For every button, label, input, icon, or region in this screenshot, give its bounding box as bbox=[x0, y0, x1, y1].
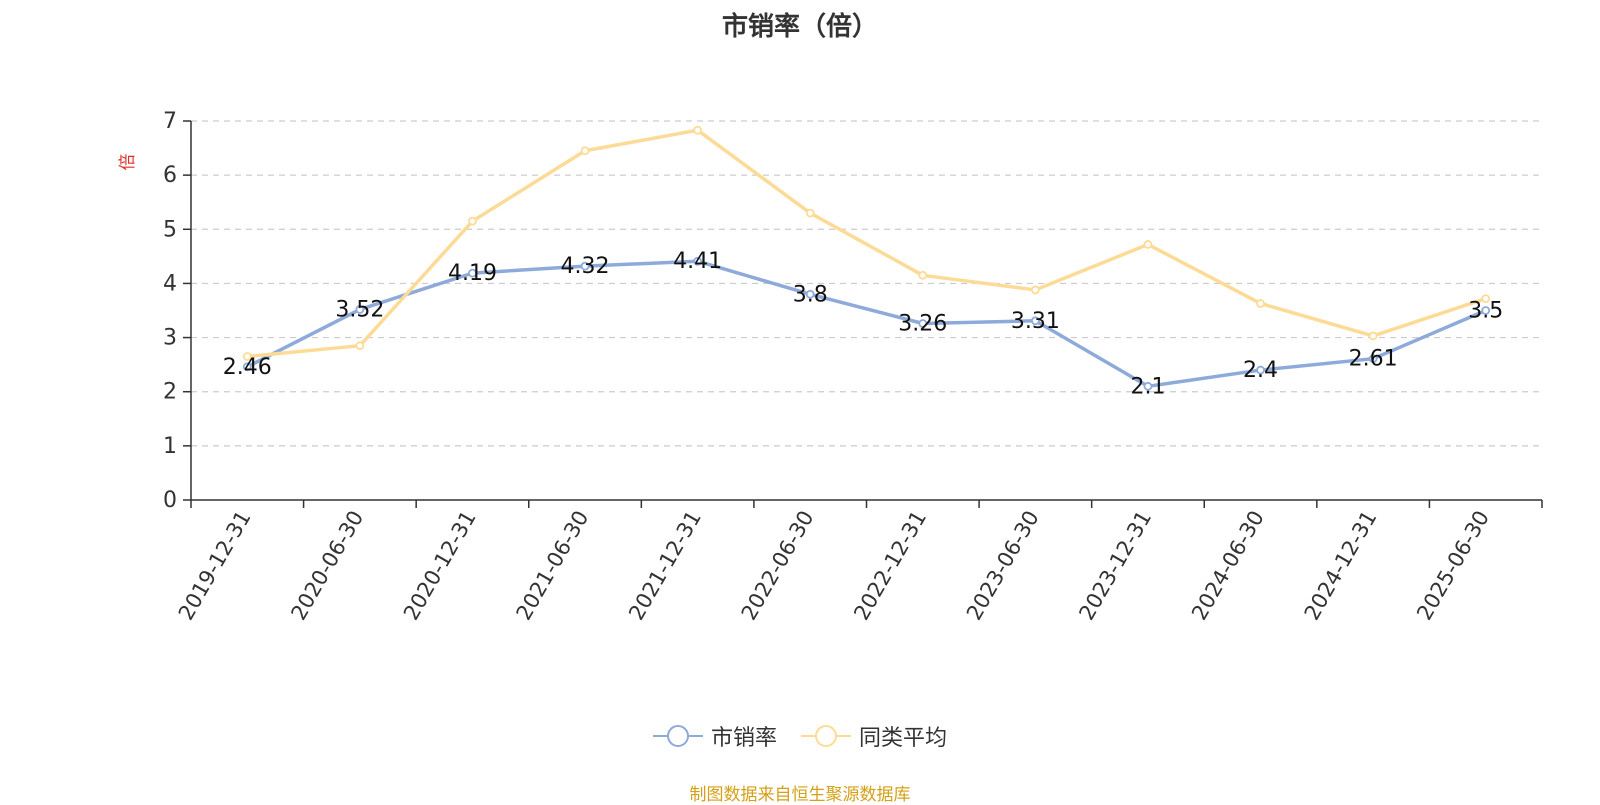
data-label: 4.32 bbox=[561, 254, 610, 279]
data-label: 3.8 bbox=[793, 282, 828, 307]
data-label: 4.41 bbox=[673, 249, 722, 274]
legend-item-2[interactable]: 同类平均 bbox=[801, 720, 947, 752]
grid-lines bbox=[191, 120, 1542, 447]
x-tick-label: 2024-06-30 bbox=[1187, 507, 1269, 625]
data-point bbox=[242, 352, 252, 361]
y-tick-label: 5 bbox=[163, 217, 177, 242]
data-point bbox=[918, 270, 928, 280]
legend-circle bbox=[666, 725, 689, 747]
data-point bbox=[1481, 306, 1491, 315]
data-point bbox=[1256, 299, 1265, 308]
data-point bbox=[805, 289, 815, 299]
x-tick-label: 2021-06-30 bbox=[512, 507, 594, 625]
data-point bbox=[580, 146, 590, 156]
data-point bbox=[468, 216, 477, 226]
data-point bbox=[1143, 381, 1153, 391]
data-label: 2.1 bbox=[1130, 374, 1165, 399]
data-point bbox=[1368, 331, 1378, 341]
data-point bbox=[1481, 294, 1491, 303]
x-tick-label: 2025-06-30 bbox=[1412, 507, 1494, 625]
data-point bbox=[693, 256, 703, 266]
legend-label: 同类平均 bbox=[859, 726, 948, 751]
data-point bbox=[1143, 240, 1153, 249]
data-label: 2.61 bbox=[1349, 347, 1398, 372]
x-tick-label: 2023-12-31 bbox=[1074, 507, 1156, 625]
data-label: 3.31 bbox=[1011, 309, 1060, 334]
data-label: 3.52 bbox=[335, 297, 384, 322]
data-point bbox=[355, 305, 365, 314]
data-label: 3.5 bbox=[1468, 299, 1503, 324]
source-note: 制图数据来自恒生聚源数据库 bbox=[689, 785, 911, 805]
chart-title: 市销率（倍） bbox=[721, 12, 878, 42]
legend-marker-icon bbox=[652, 725, 703, 747]
x-tick-label: 2019-12-31 bbox=[174, 507, 256, 625]
data-labels: 2.46 3.52 4.19 4.32 4.41 3.8 3.26 3.31 2.1 2.4 2.6… bbox=[223, 249, 1503, 399]
legend: 市销率 同类平均 bbox=[0, 720, 1600, 752]
x-tick-label: 2020-06-30 bbox=[286, 507, 368, 625]
data-point bbox=[1030, 285, 1040, 295]
legend-label: 市销率 bbox=[710, 726, 777, 751]
data-point bbox=[1256, 365, 1265, 375]
legend-circle bbox=[815, 725, 837, 747]
series-line-2 bbox=[247, 128, 1487, 359]
y-tick-label: 3 bbox=[163, 326, 177, 351]
y-tick-label: 7 bbox=[163, 109, 177, 134]
data-point bbox=[805, 208, 815, 218]
x-tick-label: 2024-12-31 bbox=[1300, 507, 1382, 625]
data-label: 3.26 bbox=[898, 311, 947, 336]
x-tick-label: 2020-12-31 bbox=[399, 507, 481, 625]
y-tick-label: 1 bbox=[163, 434, 177, 459]
y-tick-label: 4 bbox=[163, 271, 177, 296]
series-lines bbox=[242, 125, 1491, 391]
data-point bbox=[468, 268, 477, 278]
data-point bbox=[918, 319, 928, 328]
data-point bbox=[242, 362, 252, 372]
y-tick-label: 6 bbox=[163, 163, 177, 188]
y-tick-label: 0 bbox=[163, 488, 177, 513]
data-point bbox=[693, 125, 703, 135]
data-label: 4.19 bbox=[448, 261, 497, 286]
data-label: 2.4 bbox=[1243, 358, 1278, 383]
x-tick-label: 2023-06-30 bbox=[962, 507, 1044, 625]
data-label: 2.46 bbox=[223, 355, 272, 380]
y-tick-label: 2 bbox=[163, 380, 177, 405]
axes: 0 1 2 3 4 5 6 7 2019-12-31 2020-06-30 2020-12-31 20… bbox=[163, 109, 1543, 625]
legend-item-1[interactable]: 市销率 bbox=[652, 720, 777, 752]
legend-marker-icon bbox=[801, 725, 851, 747]
x-tick-label: 2022-12-31 bbox=[849, 507, 931, 625]
data-point bbox=[580, 261, 590, 271]
data-point bbox=[1030, 316, 1040, 326]
series-line-1 bbox=[246, 259, 1487, 389]
data-point bbox=[1368, 354, 1378, 364]
y-axis-label: 倍 bbox=[118, 154, 138, 171]
x-tick-label: 2022-06-30 bbox=[737, 507, 819, 625]
data-point bbox=[355, 341, 365, 351]
x-tick-label: 2021-12-31 bbox=[624, 507, 706, 625]
